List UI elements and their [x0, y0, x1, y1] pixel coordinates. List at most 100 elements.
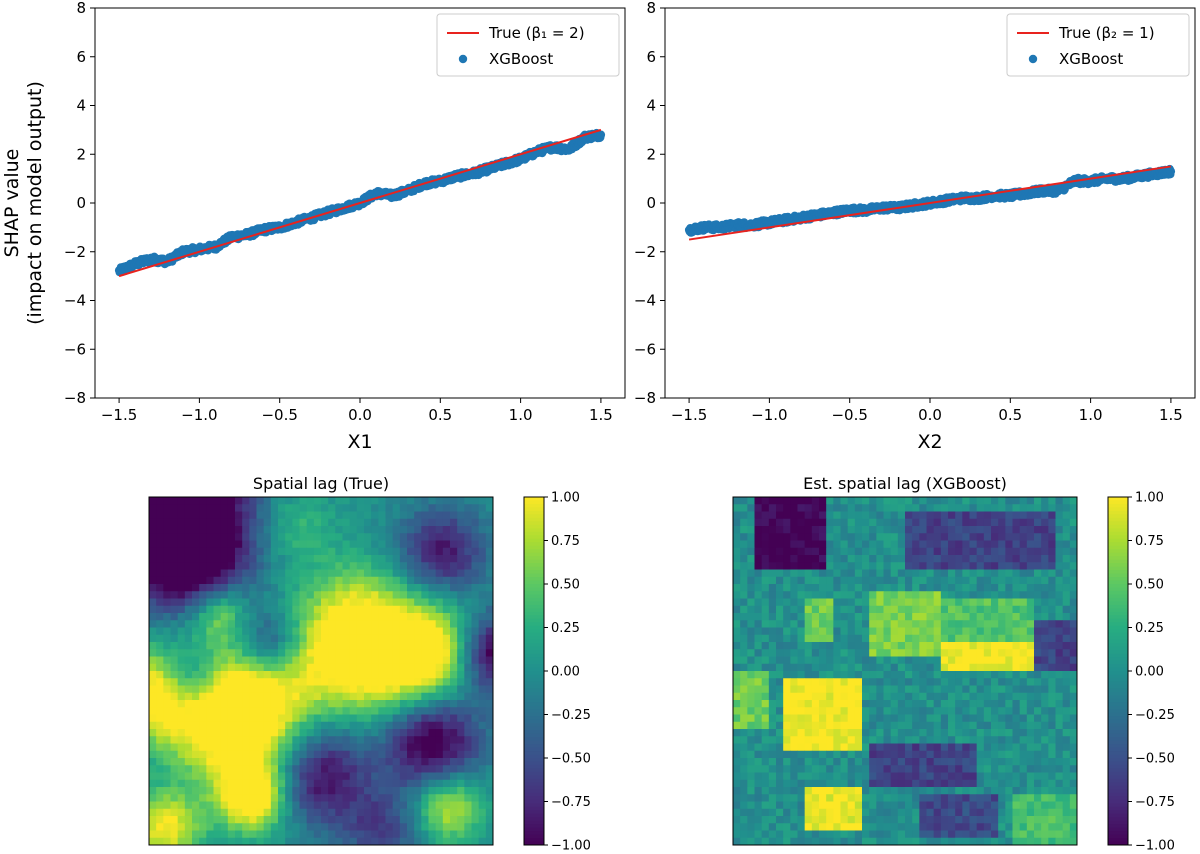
heatmap-cell	[227, 497, 236, 505]
heatmap-cell	[156, 533, 164, 541]
heatmap-cell	[428, 765, 437, 773]
heatmap-cell	[1069, 540, 1078, 549]
heatmap-cell	[940, 576, 949, 585]
heatmap-cell	[407, 743, 415, 752]
heatmap-cell	[356, 765, 365, 773]
heatmap-cell	[335, 518, 343, 527]
heatmap-cell	[285, 837, 293, 846]
heatmap-cell	[270, 562, 279, 570]
heatmap-cell	[299, 750, 308, 759]
heatmap-cell	[220, 816, 229, 824]
heatmap-cell	[804, 511, 813, 520]
heatmap-cell	[897, 591, 906, 599]
heatmap-cell	[270, 772, 279, 781]
heatmap-cell	[177, 692, 186, 701]
heatmap-cell	[184, 555, 193, 563]
heatmap-cell	[299, 533, 308, 541]
heatmap-cell	[321, 692, 329, 701]
heatmap-cell	[421, 721, 429, 730]
heatmap-cell	[227, 758, 236, 766]
heatmap-cell	[371, 801, 379, 810]
heatmap-cell	[847, 547, 856, 556]
heatmap-cell	[242, 729, 250, 737]
heatmap-cell	[371, 736, 379, 744]
heatmap-cell	[192, 692, 200, 701]
heatmap-cell	[335, 613, 343, 621]
heatmap-cell	[485, 576, 494, 585]
heatmap-cell	[471, 830, 480, 839]
heatmap-cell	[442, 526, 451, 534]
heatmap-cell	[1026, 605, 1035, 614]
heatmap-cell	[335, 627, 343, 636]
heatmap-cell	[256, 569, 265, 578]
heatmap-cell	[407, 605, 415, 614]
heatmap-cell	[442, 794, 451, 802]
heatmap-cell	[220, 700, 229, 708]
heatmap-cell	[776, 576, 784, 585]
heatmap-cell	[414, 518, 422, 527]
heatmap-cell	[356, 721, 365, 730]
heatmap-cell	[754, 504, 763, 512]
heatmap-cell	[478, 627, 487, 636]
heatmap-cell	[962, 613, 970, 621]
colorbar-band	[524, 764, 544, 769]
heatmap-cell	[299, 569, 308, 578]
heatmap-cell	[263, 823, 272, 831]
heatmap-cell	[897, 526, 906, 534]
heatmap-cell	[471, 700, 480, 708]
heatmap-cell	[883, 540, 892, 549]
heatmap-cell	[407, 779, 415, 788]
heatmap-cell	[442, 758, 451, 766]
heatmap-cell	[184, 649, 193, 657]
heatmap-cell	[485, 714, 494, 723]
heatmap-cell	[213, 700, 222, 708]
heatmap-cell	[826, 526, 834, 534]
heatmap-cell	[235, 504, 243, 512]
heatmap-cell	[170, 692, 179, 701]
colorbar-band	[524, 664, 544, 669]
heatmap-cell	[471, 598, 480, 607]
heatmap-cell	[306, 576, 315, 585]
heatmap-cell	[321, 634, 329, 643]
heatmap-cell	[435, 591, 444, 599]
heatmap-cell	[761, 605, 770, 614]
heatmap-cell	[998, 576, 1006, 585]
heatmap-cell	[392, 736, 401, 744]
axes-frame	[94, 7, 626, 399]
heatmap-cell	[847, 555, 856, 563]
heatmap-cell	[854, 540, 863, 549]
heatmap-cell	[321, 707, 329, 715]
heatmap-cell	[292, 584, 300, 592]
heatmap-cell	[414, 714, 422, 723]
heatmap-cell	[1069, 627, 1078, 636]
heatmap-cell	[278, 830, 286, 839]
heatmap-cell	[740, 518, 748, 527]
colorbar-band	[524, 597, 544, 602]
heatmap-cell	[306, 736, 315, 744]
heatmap-cell	[328, 547, 336, 556]
heatmap-cell	[356, 678, 365, 686]
heatmap-cell	[399, 808, 408, 817]
heatmap-cell	[485, 707, 494, 715]
heatmap-cell	[364, 627, 372, 636]
heatmap-cell	[356, 613, 365, 621]
heatmap-cell	[242, 714, 250, 723]
heatmap-cell	[819, 576, 827, 585]
heatmap-cell	[776, 591, 784, 599]
heatmap-cell	[464, 736, 472, 744]
heatmap-cell	[184, 772, 193, 781]
x-tick-label: −0.5	[831, 406, 867, 424]
heatmap-cell	[149, 837, 157, 846]
colorbar-band	[524, 677, 544, 682]
heatmap-cell	[356, 794, 365, 802]
heatmap-cell	[192, 707, 200, 715]
heatmap-cell	[184, 808, 193, 817]
heatmap-cell	[349, 569, 358, 578]
heatmap-cell	[270, 671, 279, 679]
heatmap-cell	[414, 627, 422, 636]
heatmap-cell	[840, 605, 849, 614]
heatmap-cell	[335, 497, 343, 505]
heatmap-cell	[421, 830, 429, 839]
heatmap-cell	[335, 729, 343, 737]
heatmap-cell	[242, 562, 250, 570]
